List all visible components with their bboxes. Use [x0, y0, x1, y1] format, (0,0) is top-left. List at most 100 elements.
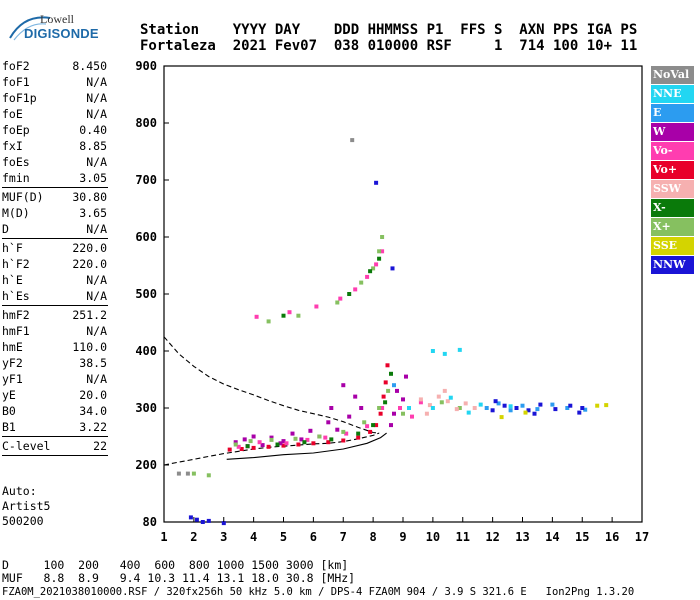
- param-row: hmF1 N/A: [0, 323, 110, 339]
- file-info-line: FZA0M_2021038010000.RSF / 320fx256h 50 k…: [2, 586, 635, 598]
- echo-point: [418, 397, 423, 402]
- echo-point: [326, 420, 331, 425]
- echo-point: [281, 313, 286, 318]
- echo-point: [227, 447, 232, 452]
- echo-point: [296, 442, 301, 447]
- param-name: C-level: [2, 439, 51, 453]
- echo-point: [191, 471, 196, 476]
- echo-point: [454, 407, 459, 412]
- param-row: yF2 38.5: [0, 355, 110, 371]
- param-row: B1 3.22: [0, 419, 110, 435]
- param-name: foE: [2, 107, 23, 121]
- x-tick-label: 11: [456, 530, 470, 544]
- param-name: yF1: [2, 372, 23, 386]
- param-name: foF1p: [2, 91, 37, 105]
- lowell-digisonde-logo: Lowell DIGISONDE: [6, 8, 99, 50]
- y-tick-label: 600: [135, 230, 157, 244]
- echo-point: [269, 435, 274, 440]
- y-tick-label: 80: [143, 515, 157, 529]
- echo-point: [275, 442, 280, 447]
- param-value: 3.05: [79, 171, 107, 185]
- param-value: N/A: [86, 324, 107, 338]
- param-name: hmF2: [2, 308, 30, 322]
- echo-point: [365, 274, 370, 279]
- echo-point: [436, 394, 441, 399]
- param-value: 220.0: [72, 257, 107, 271]
- echo-point: [356, 431, 361, 436]
- param-name: h`Es: [2, 289, 30, 303]
- echo-point: [466, 410, 471, 415]
- echo-point: [356, 435, 361, 440]
- y-tick-label: 700: [135, 173, 157, 187]
- echo-point: [350, 138, 355, 143]
- echo-point: [374, 262, 379, 267]
- legend-item-ssw: SSW: [651, 180, 694, 198]
- param-row: foE N/A: [0, 106, 110, 122]
- echo-point: [302, 440, 307, 445]
- echo-point: [386, 388, 391, 393]
- echo-point: [445, 399, 450, 404]
- echo-point: [526, 408, 531, 413]
- echo-point: [341, 383, 346, 388]
- param-value: N/A: [86, 75, 107, 89]
- profile-solid-line: [226, 432, 387, 460]
- x-tick-label: 14: [545, 530, 559, 544]
- echo-point: [347, 292, 352, 296]
- echo-point: [383, 380, 388, 385]
- echo-point: [502, 403, 507, 408]
- echo-point: [553, 407, 558, 412]
- echo-point: [390, 266, 395, 271]
- param-name: B0: [2, 404, 16, 418]
- echo-point: [278, 441, 283, 446]
- header-values: Fortaleza 2021 Fev07 038 010000 RSF 1 71…: [140, 38, 638, 54]
- param-value: 20.0: [79, 388, 107, 402]
- logo-text-lowell: Lowell: [40, 12, 74, 26]
- param-name: fxI: [2, 139, 23, 153]
- param-row: foF2 8.450: [0, 58, 110, 74]
- echo-point: [430, 349, 435, 353]
- echo-point: [260, 443, 265, 448]
- echo-point: [329, 437, 334, 442]
- param-separator: [2, 305, 108, 306]
- echo-point: [353, 394, 358, 399]
- x-tick-label: 6: [310, 530, 317, 544]
- param-value: 8.450: [72, 59, 107, 73]
- param-value: 0.40: [79, 123, 107, 137]
- param-name: yF2: [2, 356, 23, 370]
- echo-point: [344, 431, 349, 436]
- echo-point: [538, 402, 543, 407]
- legend-item-nnw: NNW: [651, 256, 694, 274]
- y-axis: 80 200 300 400 500 600 700 800 900: [135, 59, 169, 529]
- param-name: hmE: [2, 340, 23, 354]
- echo-points: [176, 138, 609, 526]
- echo-point: [499, 415, 504, 420]
- autoscaling-info: Auto: Artist5 500200: [2, 484, 50, 529]
- echo-point: [490, 408, 495, 413]
- echo-point: [371, 423, 376, 428]
- echo-point: [604, 403, 609, 408]
- distance-row: D 100 200 400 600 800 1000 1500 3000 [km…: [2, 558, 349, 572]
- echo-point: [395, 388, 399, 393]
- param-name: D: [2, 222, 9, 236]
- echo-point: [550, 402, 555, 407]
- x-tick-label: 2: [190, 530, 197, 544]
- echo-point: [206, 518, 211, 523]
- echo-point: [317, 434, 322, 439]
- echo-point: [463, 401, 468, 406]
- echo-point: [338, 296, 343, 301]
- param-name: yE: [2, 388, 16, 402]
- echo-point: [266, 444, 271, 449]
- logo-text-digisonde: DIGISONDE: [24, 26, 99, 41]
- y-tick-label: 300: [135, 401, 157, 415]
- echo-point: [520, 403, 525, 408]
- parameters-panel: foF2 8.450 foF1 N/A foF1p N/A foE N/A foEp 0.40 fx…: [0, 58, 110, 457]
- echo-point: [514, 406, 519, 410]
- param-name: foEs: [2, 155, 30, 169]
- x-tick-label: 5: [280, 530, 287, 544]
- echo-point: [290, 431, 295, 436]
- param-name: M(D): [2, 206, 30, 220]
- legend-item-vo: Vo-: [651, 142, 694, 160]
- echo-point: [392, 411, 396, 416]
- trace-lines: [163, 336, 387, 466]
